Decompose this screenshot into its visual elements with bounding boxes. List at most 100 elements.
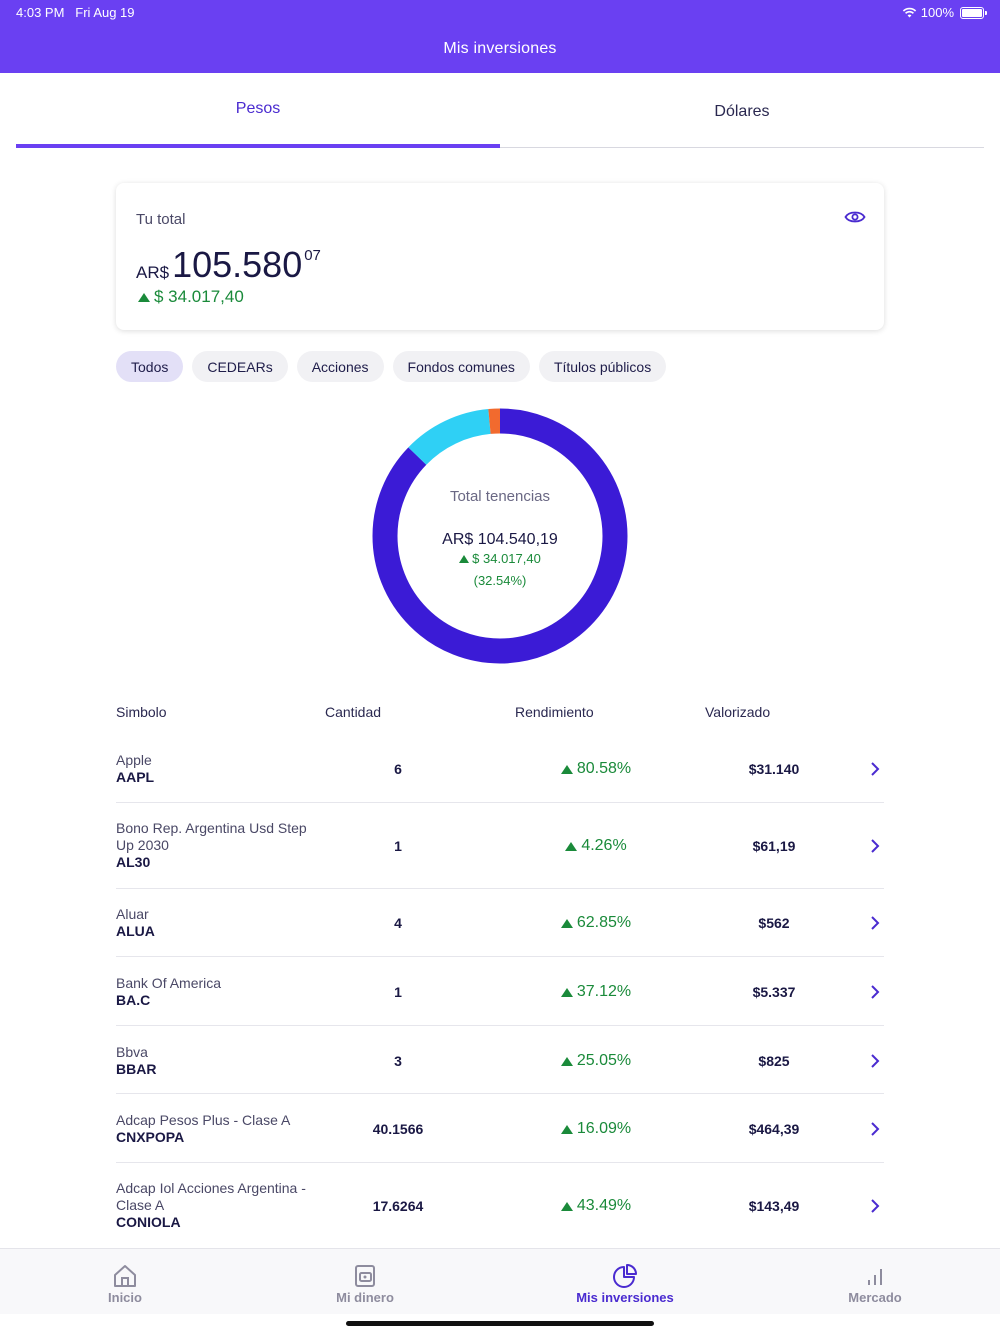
table-row[interactable]: Aluar ALUA 4 62.85% $562 xyxy=(116,889,884,957)
holding-return-value: 4.26% xyxy=(581,837,627,854)
nav-mercado[interactable]: Mercado xyxy=(750,1249,1000,1315)
total-label: Tu total xyxy=(136,211,186,228)
tab-dolares[interactable]: Dólares xyxy=(714,103,770,120)
arrow-up-icon xyxy=(560,1056,573,1066)
filter-fondos-comunes[interactable]: Fondos comunes xyxy=(392,351,530,382)
holding-quantity: 6 xyxy=(394,761,402,777)
holding-name: Bono Rep. Argentina Usd Step Up 2030 AL3… xyxy=(116,820,316,871)
nav-label: Inicio xyxy=(108,1290,142,1305)
holding-quantity: 40.1566 xyxy=(372,1121,424,1137)
total-change: $ 34.017,40 xyxy=(138,287,244,307)
arrow-up-icon xyxy=(459,554,470,563)
holding-name: Adcap Iol Acciones Argentina - Clase A C… xyxy=(116,1180,316,1231)
holding-return: 4.26% xyxy=(496,837,696,855)
total-currency: AR$ xyxy=(136,263,170,282)
chevron-right-icon[interactable] xyxy=(870,1053,880,1069)
chevron-right-icon[interactable] xyxy=(870,984,880,1000)
table-row[interactable]: Apple AAPL 6 80.58% $31.140 xyxy=(116,736,884,803)
total-change-value: $ 34.017,40 xyxy=(154,287,244,306)
total-amount-decimals: 07 xyxy=(304,247,321,264)
holding-return-value: 62.85% xyxy=(576,914,632,931)
bottom-navigation: Inicio Mi dinero Mis inversiones Mercado xyxy=(0,1248,1000,1314)
holding-value: $61,19 xyxy=(752,838,796,854)
app-header: 4:03 PM Fri Aug 19 100% Mis inversiones xyxy=(0,0,1000,73)
holding-name-text: Bono Rep. Argentina Usd Step Up 2030 xyxy=(116,820,307,853)
donut-change-value: $ 34.017,40 xyxy=(472,551,541,566)
chevron-right-icon[interactable] xyxy=(870,915,880,931)
holding-name: Apple AAPL xyxy=(116,752,316,786)
holding-name: Adcap Pesos Plus - Clase A CNXPOPA xyxy=(116,1112,336,1146)
holding-return-value: 25.05% xyxy=(576,1052,632,1069)
status-time: 4:03 PM xyxy=(16,5,65,20)
holding-value: $31.140 xyxy=(748,761,800,777)
status-bar-time: 4:03 PM Fri Aug 19 xyxy=(16,5,135,20)
holding-name-text: Apple xyxy=(116,752,152,768)
donut-total: AR$ 104.540,19 xyxy=(442,531,558,548)
donut-center: Total tenencias AR$ 104.540,19 $ 34.017,… xyxy=(372,408,628,664)
table-row[interactable]: Bono Rep. Argentina Usd Step Up 2030 AL3… xyxy=(116,803,884,889)
total-amount: AR$ 105.580 07 xyxy=(136,245,321,285)
holding-return-value: 16.09% xyxy=(576,1120,632,1137)
home-indicator xyxy=(346,1321,654,1326)
holding-symbol: CNXPOPA xyxy=(116,1129,185,1145)
holding-name: Aluar ALUA xyxy=(116,906,316,940)
holding-symbol: BA.C xyxy=(116,992,151,1008)
holding-return: 16.09% xyxy=(496,1120,696,1138)
total-card: Tu total AR$ 105.580 07 $ 34.017,40 xyxy=(116,183,884,330)
holding-value: $825 xyxy=(758,1053,790,1069)
holding-symbol: CONIOLA xyxy=(116,1214,181,1230)
arrow-up-icon xyxy=(560,764,573,774)
arrow-up-icon xyxy=(138,292,150,302)
holding-return-value: 80.58% xyxy=(576,760,632,777)
nav-label: Mi dinero xyxy=(336,1290,394,1305)
chevron-right-icon[interactable] xyxy=(870,1198,880,1214)
battery-icon xyxy=(960,6,987,19)
holding-quantity: 1 xyxy=(394,838,402,854)
holding-name: Bbva BBAR xyxy=(116,1044,316,1078)
nav-mis-inversiones[interactable]: Mis inversiones xyxy=(500,1249,750,1315)
holding-return: 37.12% xyxy=(496,983,696,1001)
chevron-right-icon[interactable] xyxy=(870,838,880,854)
donut-change: $ 34.017,40 xyxy=(372,551,628,566)
holding-symbol: BBAR xyxy=(116,1061,157,1077)
home-icon xyxy=(114,1265,136,1287)
page-title: Mis inversiones xyxy=(443,40,557,57)
filter-cedears[interactable]: CEDEARs xyxy=(192,351,288,382)
holding-name-text: Adcap Pesos Plus - Clase A xyxy=(116,1112,291,1128)
holding-symbol: ALUA xyxy=(116,923,155,939)
nav-inicio[interactable]: Inicio xyxy=(0,1249,250,1315)
holdings-table: Apple AAPL 6 80.58% $31.140 Bono Rep. Ar… xyxy=(116,736,884,1249)
holdings-donut-chart xyxy=(372,408,628,664)
holding-name-text: Adcap Iol Acciones Argentina - Clase A xyxy=(116,1180,306,1213)
holding-symbol: AAPL xyxy=(116,769,155,785)
nav-mi-dinero[interactable]: Mi dinero xyxy=(240,1249,490,1315)
chevron-right-icon[interactable] xyxy=(870,761,880,777)
holding-name-text: Bbva xyxy=(116,1044,148,1060)
holding-return: 43.49% xyxy=(496,1197,696,1215)
eye-icon[interactable] xyxy=(844,209,866,225)
table-row[interactable]: Adcap Pesos Plus - Clase A CNXPOPA 40.15… xyxy=(116,1094,884,1163)
table-row[interactable]: Adcap Iol Acciones Argentina - Clase A C… xyxy=(116,1163,884,1249)
currency-tabs: Pesos Dólares xyxy=(16,73,984,148)
filter-titulos-publicos[interactable]: Títulos públicos xyxy=(538,351,667,382)
holding-name-text: Bank Of America xyxy=(116,975,222,991)
donut-segment-3 xyxy=(372,408,628,664)
holding-value: $5.337 xyxy=(752,984,796,1000)
status-bar-right: 100% xyxy=(902,5,987,20)
holding-return-value: 37.12% xyxy=(576,983,632,1000)
donut-label: Total tenencias xyxy=(449,488,551,505)
arrow-up-icon xyxy=(560,1201,573,1211)
status-date: Fri Aug 19 xyxy=(75,5,135,20)
wallet-icon xyxy=(355,1265,375,1287)
holding-quantity: 1 xyxy=(394,984,402,1000)
chevron-right-icon[interactable] xyxy=(870,1121,880,1137)
holding-return: 25.05% xyxy=(496,1052,696,1070)
tab-pesos[interactable]: Pesos xyxy=(235,100,281,117)
table-row[interactable]: Bank Of America BA.C 1 37.12% $5.337 xyxy=(116,957,884,1026)
donut-percent: (32.54%) xyxy=(473,573,527,588)
holding-name-text: Aluar xyxy=(116,906,149,922)
bar-chart-icon xyxy=(868,1269,882,1285)
table-row[interactable]: Bbva BBAR 3 25.05% $825 xyxy=(116,1026,884,1094)
filter-todos[interactable]: Todos xyxy=(116,351,184,382)
filter-acciones[interactable]: Acciones xyxy=(296,351,384,382)
